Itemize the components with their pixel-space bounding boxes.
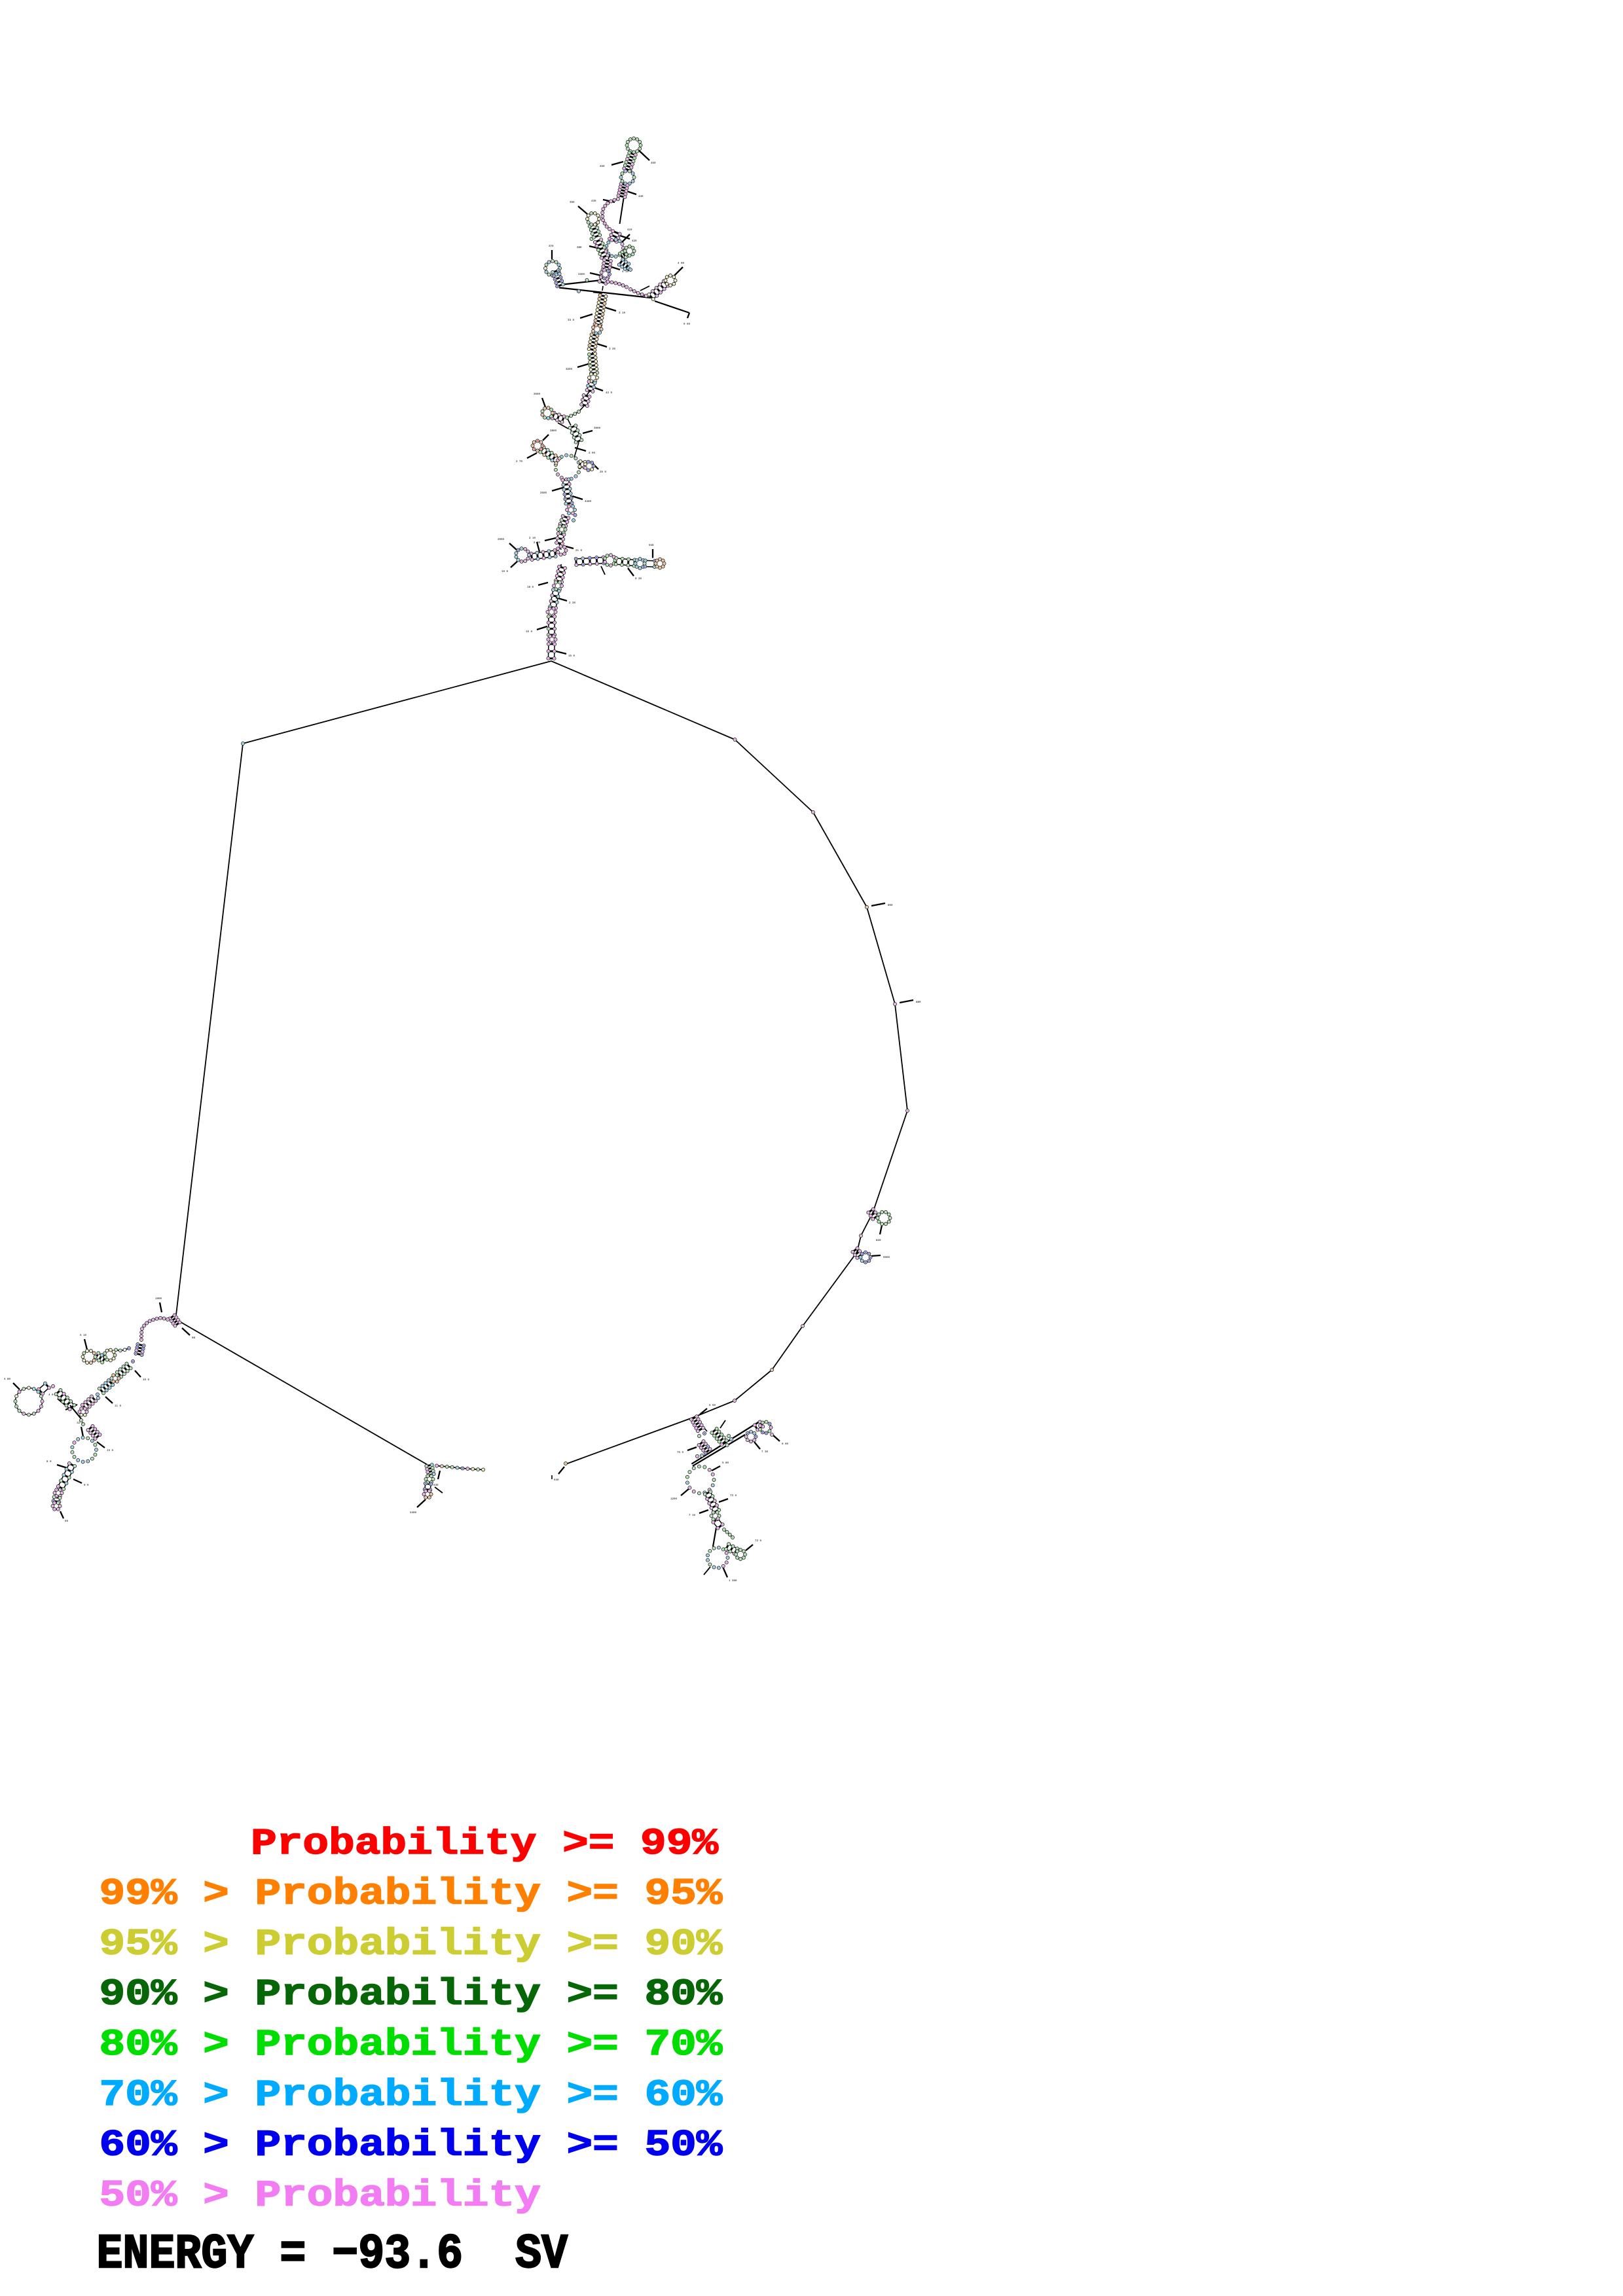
- svg-text:9 0: 9 0: [84, 1484, 89, 1487]
- svg-text:5 10: 5 10: [80, 1334, 86, 1337]
- svg-text:2800: 2800: [550, 429, 556, 433]
- svg-text:1000: 1000: [155, 1297, 162, 1300]
- svg-text:390: 390: [570, 201, 575, 204]
- svg-text:11 0: 11 0: [115, 1405, 121, 1408]
- svg-text:880: 880: [916, 1001, 921, 1004]
- svg-text:73 0: 73 0: [730, 1494, 737, 1498]
- svg-text:19 0: 19 0: [501, 570, 508, 573]
- svg-text:2 20: 2 20: [569, 601, 575, 605]
- svg-text:3 20: 3 20: [609, 348, 615, 351]
- svg-text:640: 640: [554, 1479, 559, 1482]
- svg-text:16 0: 16 0: [526, 630, 532, 634]
- svg-text:9 20: 9 20: [635, 577, 642, 581]
- svg-text:440: 440: [638, 195, 644, 198]
- svg-text:9000: 9000: [883, 1256, 890, 1259]
- svg-text:370: 370: [549, 245, 554, 248]
- svg-text:2000: 2000: [498, 538, 504, 541]
- svg-text:3400: 3400: [578, 273, 585, 276]
- svg-text:2400: 2400: [410, 1511, 416, 1515]
- svg-text:1200: 1200: [670, 1498, 677, 1501]
- svg-text:820: 820: [876, 1239, 881, 1242]
- svg-text:450: 450: [600, 165, 605, 168]
- svg-text:98: 98: [192, 1336, 195, 1340]
- svg-text:4 90: 4 90: [678, 262, 684, 265]
- svg-text:7 30: 7 30: [761, 1450, 768, 1454]
- svg-text:4 80: 4 80: [4, 1378, 10, 1381]
- svg-text:460: 460: [651, 162, 656, 165]
- svg-text:43 0: 43 0: [606, 391, 612, 395]
- svg-text:2 10: 2 10: [529, 537, 536, 540]
- svg-text:860: 860: [888, 904, 893, 907]
- svg-text:Probability >= 99%: Probability >= 99%: [251, 1823, 718, 1865]
- svg-text:12 0: 12 0: [77, 1422, 83, 1425]
- svg-text:380: 380: [577, 246, 582, 249]
- svg-text:420: 420: [632, 240, 637, 243]
- svg-text:99% > Probability >= 95%: 99% > Probability >= 95%: [100, 1874, 723, 1915]
- svg-text:50% > Probability: 50% > Probability: [100, 2176, 541, 2217]
- svg-text:430: 430: [591, 200, 596, 203]
- svg-text:4400: 4400: [585, 500, 591, 503]
- svg-text:630: 630: [433, 1484, 439, 1487]
- svg-text:95% > Probability >= 90%: 95% > Probability >= 90%: [100, 1924, 723, 1965]
- svg-text:3200: 3200: [566, 368, 572, 371]
- svg-text:33 0: 33 0: [568, 319, 574, 322]
- svg-text:60: 60: [65, 1520, 68, 1523]
- svg-text:90% > Probability >= 80%: 90% > Probability >= 80%: [100, 1974, 723, 2015]
- svg-text:10 0: 10 0: [143, 1378, 149, 1382]
- svg-text:9 60: 9 60: [684, 323, 690, 326]
- svg-text:75 0: 75 0: [677, 1451, 684, 1454]
- svg-text:7 10: 7 10: [689, 1514, 695, 1517]
- svg-text:5 80: 5 80: [722, 1462, 729, 1465]
- svg-text:3 10: 3 10: [619, 312, 625, 315]
- svg-text:80% > Probability >= 70%: 80% > Probability >= 70%: [100, 2024, 723, 2066]
- svg-text:70% > Probability >= 60%: 70% > Probability >= 60%: [100, 2075, 723, 2116]
- svg-text:21 0: 21 0: [575, 549, 582, 552]
- svg-text:3500: 3500: [534, 393, 540, 396]
- svg-text:2600: 2600: [540, 492, 547, 495]
- svg-text:2 70: 2 70: [516, 460, 522, 463]
- svg-text:13 0: 13 0: [107, 1449, 113, 1452]
- svg-text:8 0: 8 0: [46, 1460, 52, 1463]
- svg-text:940: 940: [649, 544, 654, 547]
- svg-text:2 90: 2 90: [589, 452, 595, 455]
- svg-text:3000: 3000: [594, 427, 600, 430]
- svg-text:15 0: 15 0: [568, 655, 575, 658]
- svg-text:72 0: 72 0: [755, 1539, 761, 1543]
- svg-text:60% > Probability >= 50%: 60% > Probability >= 50%: [100, 2125, 723, 2166]
- svg-text:5 60: 5 60: [709, 1404, 716, 1407]
- svg-text:410: 410: [627, 228, 632, 232]
- svg-text:2 30: 2 30: [534, 541, 540, 545]
- svg-text:4 10: 4 10: [622, 270, 629, 274]
- svg-text:4 9: 4 9: [48, 1393, 54, 1397]
- svg-text:1 300: 1 300: [729, 1579, 737, 1583]
- svg-text:9 00: 9 00: [782, 1443, 788, 1446]
- svg-text:18 0: 18 0: [527, 586, 534, 589]
- svg-text:25 0: 25 0: [600, 471, 606, 474]
- svg-text:ENERGY = −93.6 SV: ENERGY = −93.6 SV: [97, 2227, 568, 2282]
